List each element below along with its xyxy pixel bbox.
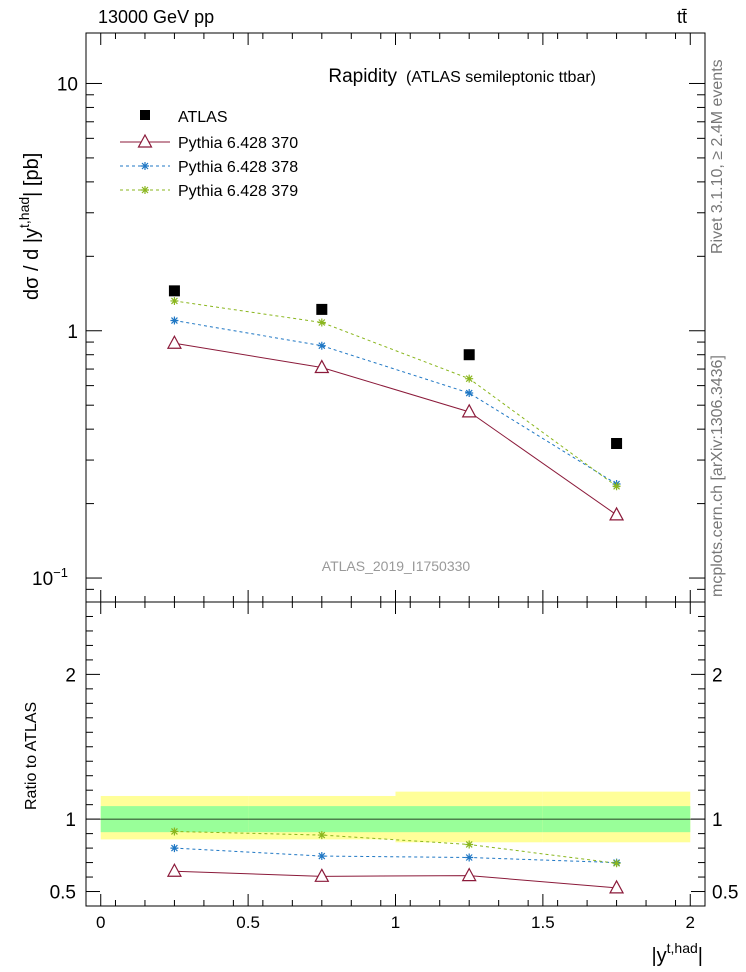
ratio-point-pythia-6-428-370: [461, 867, 477, 882]
y-tick-label: 10: [57, 74, 78, 95]
y-axis-label-ratio: Ratio to ATLAS: [23, 702, 40, 810]
point-atlas: [611, 437, 623, 449]
ratio-series: [166, 827, 625, 894]
y-axis-label-main: dσ / d |yt,had| [pb]: [16, 153, 43, 300]
x-tick-label: 1.5: [531, 913, 555, 932]
ratio-tick-label: 1: [65, 810, 76, 831]
point-pythia-6-428-370: [166, 335, 182, 349]
point-pythia-6-428-378: [317, 341, 326, 350]
ratio-bands: [86, 791, 705, 843]
ratio-tick-label: 2: [65, 665, 76, 686]
ratio-point-pythia-6-428-370: [314, 868, 330, 882]
chart-title: Rapidity: [328, 66, 397, 87]
line-pythia-6-428-378: [174, 320, 617, 485]
collision-label: 13000 GeV pp: [98, 7, 215, 27]
legend-label-pythia-370: Pythia 6.428 370: [178, 135, 298, 152]
ratio-point-pythia-6-428-370: [609, 879, 625, 894]
x-tick-label: 0: [96, 913, 105, 932]
ratio-tick-label-right: 0.5: [712, 883, 738, 904]
ratio-tick-label-right: 2: [712, 665, 723, 686]
ratio-tick-label-right: 1: [712, 810, 723, 831]
ratio-point-pythia-6-428-378: [170, 844, 179, 853]
ratio-line-pythia-6-428-378: [174, 847, 617, 864]
ratio-point-pythia-6-428-379: [465, 840, 474, 849]
analysis-label: ATLAS_2019_I1750330: [322, 558, 471, 574]
y-tick-label: 1: [67, 322, 78, 343]
ratio-line-pythia-6-428-379: [174, 830, 617, 864]
x-tick-label: 1: [391, 913, 400, 932]
point-atlas: [168, 285, 180, 297]
point-pythia-6-428-370: [314, 359, 330, 374]
legend-label-atlas: ATLAS: [178, 109, 228, 126]
ratio-point-pythia-6-428-370: [166, 862, 182, 877]
legend-marker-pythia-370: [137, 133, 153, 148]
ratio-point-pythia-6-428-379: [612, 859, 621, 868]
ratio-point-pythia-6-428-379: [317, 831, 326, 840]
rivet-version-label: Rivet 3.1.10, ≥ 2.4M events: [709, 59, 726, 254]
x-axis-ticks: 0 0.5 1 1.5 2: [85, 33, 695, 932]
line-pythia-6-428-370: [174, 342, 617, 516]
legend-entry-atlas: ATLAS: [140, 109, 228, 126]
legend-label-pythia-378: Pythia 6.428 378: [178, 159, 298, 176]
chart-subtitle: (ATLAS semileptonic ttbar): [406, 69, 596, 86]
ratio-line-pythia-6-428-370: [174, 870, 617, 889]
point-atlas: [316, 303, 328, 315]
ratio-panel: Ratio to ATLAS 0.5 0.5 1 1 2 2: [23, 601, 738, 907]
main-series: [166, 285, 625, 521]
point-pythia-6-428-378: [170, 316, 179, 325]
legend: ATLAS Pythia 6.428 370 Pythia 6.428 378 …: [120, 109, 298, 200]
point-pythia-6-428-379: [317, 318, 326, 327]
ratio-ticks: 0.5 0.5 1 1 2 2: [50, 601, 738, 907]
ratio-point-pythia-6-428-378: [317, 852, 326, 861]
point-pythia-6-428-379: [465, 374, 474, 383]
point-pythia-6-428-370: [461, 403, 477, 418]
main-ticks: 10−1 1 10: [32, 74, 705, 603]
process-label: tt̄: [677, 7, 688, 27]
point-pythia-6-428-378: [465, 389, 474, 398]
legend-entry-pythia-370: Pythia 6.428 370: [120, 133, 298, 152]
point-atlas: [463, 349, 475, 361]
y-tick-label: 10−1: [32, 565, 68, 590]
point-pythia-6-428-379: [170, 296, 179, 305]
point-pythia-6-428-370: [609, 506, 625, 521]
main-panel: Rapidity (ATLAS semileptonic ttbar) ATLA…: [16, 32, 706, 603]
mcplots-label: mcplots.cern.ch [arXiv:1306.3436]: [709, 355, 726, 597]
ratio-frame: [85, 601, 706, 907]
point-pythia-6-428-379: [612, 482, 621, 491]
legend-entry-pythia-379: Pythia 6.428 379: [120, 183, 298, 200]
ratio-point-pythia-6-428-378: [465, 853, 474, 862]
ratio-point-pythia-6-428-379: [170, 827, 179, 836]
legend-marker-pythia-379: [141, 186, 149, 194]
x-tick-label: 2: [686, 913, 695, 932]
legend-marker-pythia-378: [141, 162, 149, 170]
legend-label-pythia-379: Pythia 6.428 379: [178, 183, 298, 200]
legend-entry-pythia-378: Pythia 6.428 378: [120, 159, 298, 176]
x-axis-label: |yt,had|: [651, 940, 703, 967]
legend-marker-atlas: [140, 110, 150, 120]
x-tick-label: 0.5: [236, 913, 260, 932]
ratio-tick-label: 0.5: [50, 883, 76, 904]
line-pythia-6-428-379: [174, 300, 617, 487]
